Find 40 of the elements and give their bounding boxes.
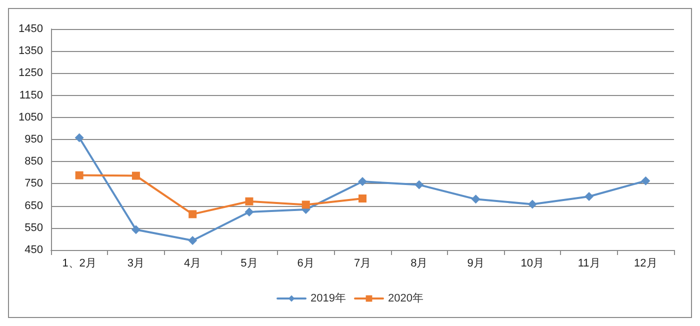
point [74, 133, 84, 142]
y-tick-label: 450 [24, 244, 43, 256]
y-tick-label: 1250 [18, 67, 43, 80]
y-tick-label: 550 [24, 222, 43, 234]
point [75, 171, 84, 180]
x-tick-label: 12月 [634, 258, 658, 270]
y-tick-label: 1450 [18, 23, 43, 35]
legend-label: 2020年 [388, 292, 424, 304]
point [132, 172, 140, 180]
x-tick-label: 9月 [467, 258, 484, 270]
x-tick-label: 3月 [127, 258, 145, 270]
y-tick-label: 650 [24, 200, 43, 212]
point [188, 236, 198, 245]
point [414, 180, 424, 190]
point [358, 176, 367, 186]
y-tick-label: 950 [24, 134, 43, 146]
x-tick-label: 10月 [520, 258, 544, 270]
legend-label: 2019年 [310, 292, 346, 304]
point [188, 210, 197, 218]
x-tick-label: 1、2月 [62, 258, 96, 270]
point [641, 176, 650, 186]
y-tick-label: 1150 [19, 89, 43, 102]
point [528, 200, 537, 209]
point [245, 197, 254, 206]
point [131, 225, 140, 234]
x-tick-label: 7月 [354, 258, 372, 270]
point [302, 200, 310, 209]
x-tick-label: 8月 [410, 258, 428, 270]
point [471, 194, 480, 204]
x-tick-label: 6月 [297, 258, 314, 270]
y-tick-label: 1350 [18, 45, 43, 58]
x-tick-label: 5月 [240, 258, 258, 270]
y-tick-label: 1050 [18, 111, 43, 124]
y-tick-label: 850 [24, 156, 43, 168]
x-tick-label: 11月 [578, 258, 600, 270]
point [244, 207, 254, 216]
point [358, 194, 366, 203]
point [584, 192, 594, 202]
y-tick-label: 750 [24, 178, 43, 190]
x-tick-label: 4月 [184, 258, 202, 270]
